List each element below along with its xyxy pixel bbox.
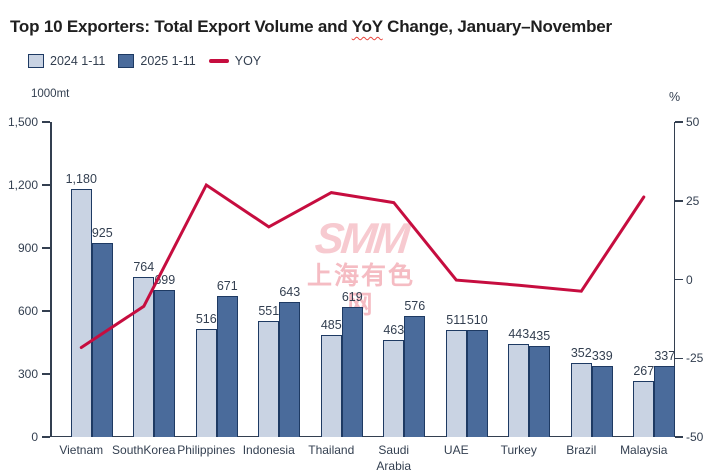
x-axis-category-label-indonesia: Indonesia (242, 443, 295, 457)
yoy-line (79, 182, 646, 349)
bar-2025-malaysia[interactable] (654, 366, 676, 437)
bar-2024-malaysia[interactable] (633, 380, 655, 437)
bar-2024-brazil[interactable] (570, 363, 592, 437)
x-axis-category-label-philippines: Philippines (177, 443, 236, 457)
right-axis-tick-label: 0 (686, 272, 693, 287)
right-axis-tick-mark (675, 200, 683, 202)
left-axis-tick-mark (42, 310, 50, 312)
bar-2025-philippines[interactable] (216, 296, 238, 437)
bar-value-label-2024-southkorea: 764 (133, 259, 155, 274)
bar-value-label-2025-indonesia: 643 (279, 284, 301, 299)
legend-item-2024[interactable]: 2024 1-11 (28, 54, 105, 68)
legend-label-2024: 2024 1-11 (50, 54, 106, 68)
legend-line-swatch-yoy (208, 59, 229, 63)
bar-2025-indonesia[interactable] (279, 301, 301, 437)
bar-value-label-2025-turkey: 435 (529, 328, 551, 343)
right-axis-tick-mark (675, 357, 683, 359)
bar-value-label-2024-indonesia: 551 (258, 304, 280, 319)
bar-2024-indonesia[interactable] (258, 321, 280, 437)
bar-2025-thailand[interactable] (341, 307, 363, 437)
bar-2025-saudi-arabia[interactable] (404, 316, 426, 437)
title-text-prefix: Top 10 Exporters: Total Export Volume an… (10, 17, 352, 36)
right-axis-tick-label: 50 (686, 115, 700, 129)
left-axis-tick-mark (42, 247, 50, 249)
right-axis-tick-label: 25 (686, 193, 700, 208)
right-axis-tick-mark (675, 121, 683, 123)
bar-value-label-2025-brazil: 339 (591, 348, 613, 363)
x-axis-category-label-southkorea: SouthKorea (112, 443, 176, 457)
left-axis-tick-label: 300 (17, 367, 38, 381)
bar-value-label-2024-brazil: 352 (570, 346, 592, 361)
bar-2024-uae[interactable] (445, 329, 467, 437)
bar-value-label-2024-uae: 511 (446, 312, 467, 327)
bar-2025-uae[interactable] (466, 329, 488, 437)
x-axis-category-label-malaysia: Malaysia (620, 443, 668, 457)
x-axis-category-label-turkey: Turkey (500, 443, 537, 457)
x-axis-category-label-brazil: Brazil (566, 443, 597, 457)
right-axis-tick-mark (675, 436, 683, 438)
right-axis-tick-mark (675, 278, 683, 281)
plot-area: SMM 上海有色网 1,500 1,200 900 600 300 0 50 25 0 -25 -5… (8, 115, 703, 473)
legend-label-yoy: YOY (234, 54, 262, 68)
bar-value-label-2024-malaysia: 267 (633, 363, 655, 378)
right-axis-tick-label: -50 (686, 430, 704, 444)
x-axis-category-label-thailand: Thailand (308, 443, 355, 457)
left-axis-tick-label: 0 (31, 430, 38, 444)
bar-2025-southkorea[interactable] (154, 290, 176, 437)
bar-2024-turkey[interactable] (508, 343, 530, 437)
bar-2024-vietnam[interactable] (70, 189, 92, 437)
left-axis-tick-mark (42, 184, 50, 186)
bar-value-label-2025-philippines: 671 (216, 279, 238, 294)
left-axis-tick-label: 900 (17, 241, 38, 255)
bar-2025-brazil[interactable] (591, 365, 613, 437)
legend-label-2025: 2025 1-11 (140, 54, 196, 68)
left-axis-tick-mark (42, 121, 50, 123)
legend-item-yoy[interactable]: YOY (208, 54, 262, 68)
title-text-suffix: Change, January–November (382, 17, 612, 36)
right-axis-unit-label: % (669, 90, 681, 104)
bar-value-label-2025-uae: 510 (466, 312, 488, 327)
left-axis-tick-mark (42, 436, 50, 438)
bar-value-label-2024-turkey: 443 (508, 326, 530, 341)
legend-swatch-2025 (118, 54, 135, 68)
y-axis-left-line (50, 122, 52, 437)
bar-value-label-2025-malaysia: 337 (654, 349, 676, 364)
bar-value-label-2024-saudi-arabia: 463 (383, 322, 405, 337)
bar-value-label-2024-vietnam: 1,180 (65, 172, 97, 187)
bar-value-label-2024-philippines: 516 (195, 311, 217, 326)
yoy-line-layer (79, 182, 646, 349)
left-axis-unit-label: 1000mt (31, 88, 70, 100)
title-yoy-spellcheck-squiggle: YoY (351, 17, 383, 36)
bar-value-label-2025-vietnam: 925 (91, 225, 113, 240)
legend-swatch-2024 (28, 54, 44, 68)
legend: 2024 1-11 2025 1-11 YOY (28, 54, 261, 68)
bar-value-label-2025-saudi-arabia: 576 (404, 299, 426, 314)
bar-2025-turkey[interactable] (529, 345, 551, 437)
right-axis-tick-label: -25 (686, 351, 704, 366)
legend-item-2025[interactable]: 2025 1-11 (118, 54, 196, 68)
left-axis-tick-mark (42, 373, 50, 375)
x-axis-category-label-saudi-arabia: Saudi Arabia (376, 443, 412, 473)
bar-2024-thailand[interactable] (320, 335, 342, 437)
y-axis-right-line (673, 122, 675, 437)
left-axis-tick-label: 600 (17, 304, 38, 318)
bar-value-label-2025-thailand: 619 (341, 290, 363, 304)
bar-2024-southkorea[interactable] (133, 276, 155, 437)
left-axis-tick-label: 1,500 (7, 115, 38, 129)
x-axis-category-label-uae: UAE (443, 443, 469, 457)
x-axis-category-label-vietnam: Vietnam (59, 443, 104, 457)
left-axis-tick-label: 1,200 (7, 178, 38, 192)
bar-2024-philippines[interactable] (195, 328, 217, 437)
bar-2024-saudi-arabia[interactable] (383, 339, 405, 437)
bar-value-label-2024-thailand: 485 (320, 318, 342, 333)
chart-title: Top 10 Exporters: Total Export Volume an… (10, 17, 612, 37)
